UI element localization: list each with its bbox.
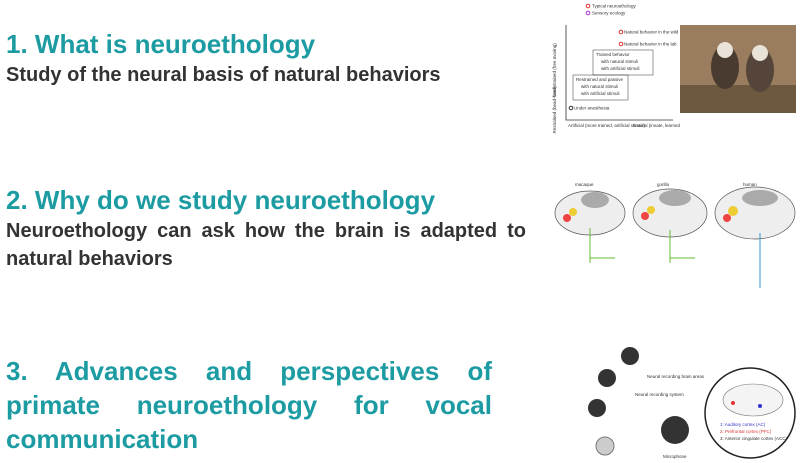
section-body: Study of the neural basis of natural beh…	[6, 64, 441, 86]
legend-text: Typical neuroethology	[592, 4, 637, 9]
box-text: Natural behavior in the wild	[624, 30, 679, 35]
x-axis-label: Natural (innate, learned but not trained…	[633, 123, 680, 128]
section-body: Neuroethology can ask how the brain is a…	[6, 220, 526, 270]
photo-marmosets	[680, 25, 796, 113]
section-title: 2. Why do we study neuroethology	[6, 185, 436, 215]
fig-label: 2: Prefrontal cortex (PFC)	[720, 429, 772, 434]
box-text: with natural stimuli	[601, 59, 638, 64]
panel-label: human	[743, 182, 757, 187]
box-text: Under anesthesia	[574, 106, 610, 111]
figure-recording: Neural recording brain areas Neural reco…	[588, 347, 796, 459]
legend-icon	[585, 3, 591, 9]
figure-brains: macaque gorilla human	[554, 182, 796, 288]
box-text: Trained behavior	[596, 52, 630, 57]
box-text: with natural stimuli	[581, 84, 618, 89]
box-text: Natural behavior in the lab	[624, 42, 677, 47]
box	[572, 74, 629, 101]
box-text: with artificial stimuli	[601, 66, 640, 71]
fig-label: Neural recording brain areas	[647, 374, 705, 379]
box-text: with artificial stimuli	[581, 91, 620, 96]
legend-icon	[585, 10, 591, 16]
legend-text: Sensory ecology	[592, 11, 626, 16]
axes	[565, 25, 673, 121]
figure-diagram: Typical neuroethology Sensory ecology Un…	[552, 3, 680, 134]
section-title: 1. What is neuroethology	[6, 29, 316, 59]
fig-label: 3: Anterior cingulate cortex (ACC)	[720, 436, 788, 441]
panel-label: gorilla	[657, 182, 670, 187]
marker	[568, 105, 574, 111]
marker	[618, 41, 624, 47]
box-text: Restrained and passive	[576, 77, 624, 82]
fig-label: Neural recording system	[635, 392, 684, 397]
section-title: 3. Advances and perspectives of primate …	[6, 356, 492, 454]
marker	[618, 29, 624, 35]
fig-label: 1: Auditory cortex (AC)	[720, 422, 766, 427]
fig-label: Microphone	[663, 454, 687, 459]
y-axis-label: Unrestrained (free moving)	[552, 43, 557, 97]
y-axis-label: Restrained (head-fixed)	[552, 86, 557, 134]
panel-label: macaque	[575, 182, 594, 187]
x-axis-label: Artificial (more trained, artificial sti…	[568, 123, 646, 128]
